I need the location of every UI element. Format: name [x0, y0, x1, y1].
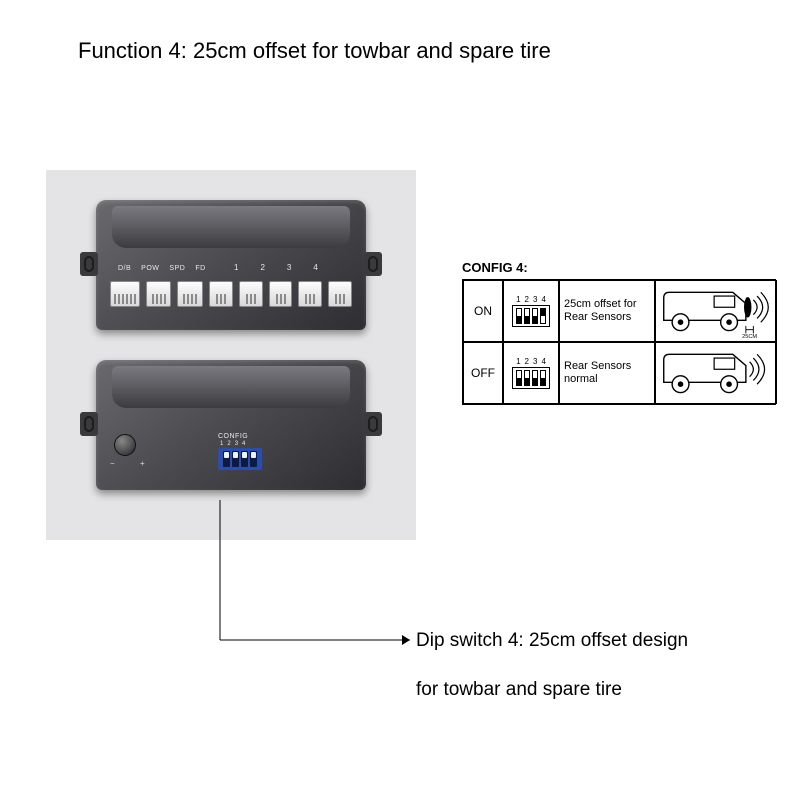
config4-heading: CONFIG 4:: [462, 260, 776, 275]
dip-off-cell: 1 2 3 4: [503, 342, 559, 404]
desc-off: Rear Sensors normal: [559, 342, 655, 404]
control-module-front: D/B POW SPD FD 1 2 3 4: [96, 200, 366, 330]
plus-icon: +: [140, 459, 145, 468]
port-text-labels: D/B POW SPD FD: [118, 265, 206, 272]
product-photo: D/B POW SPD FD 1 2 3 4 − +: [46, 170, 416, 540]
callout-text: Dip switch 4: 25cm offset design for tow…: [416, 616, 688, 715]
dip-switch-icon: [218, 448, 262, 470]
control-module-back: − + CONFIG 1 2 3 4: [96, 360, 366, 490]
state-off-label: OFF: [463, 342, 503, 404]
page-title: Function 4: 25cm offset for towbar and s…: [78, 38, 551, 64]
dip-on-cell: 1 2 3 4: [503, 280, 559, 342]
config-dip-block: CONFIG 1 2 3 4: [218, 433, 264, 470]
connector-row: [110, 272, 352, 316]
offset-25cm-label: 25CM: [742, 334, 757, 339]
minus-icon: −: [110, 459, 115, 468]
van-off-illustration: [655, 342, 777, 404]
desc-on: 25cm offset for Rear Sensors: [559, 280, 655, 342]
config4-table: CONFIG 4: ON 1 2 3 4 25cm offset for Rea…: [462, 260, 776, 405]
port-number-labels: 1 2 3 4: [234, 263, 318, 272]
state-on-label: ON: [463, 280, 503, 342]
callout-arrow-icon: [210, 500, 430, 660]
van-on-illustration: 25CM: [655, 280, 777, 342]
volume-dial-icon: [114, 434, 136, 456]
